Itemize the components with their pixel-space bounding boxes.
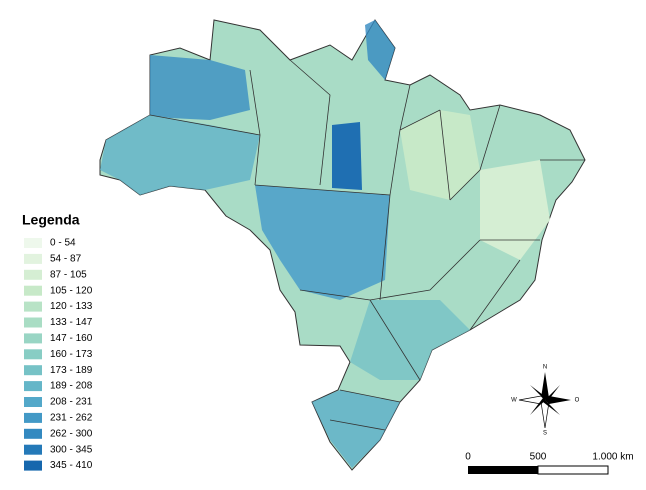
region-patch	[400, 110, 480, 200]
region-patch	[100, 115, 260, 195]
compass-east: O	[575, 398, 580, 404]
compass-south: S	[543, 431, 547, 437]
legend-label: 54 - 87	[50, 254, 82, 265]
legend-label: 173 - 189	[50, 365, 93, 376]
legend-label: 147 - 160	[50, 333, 93, 344]
region-patch	[332, 122, 362, 190]
legend-swatch	[24, 349, 42, 360]
legend-swatch	[24, 397, 42, 407]
brazil-map	[99, 19, 586, 471]
compass: N S W O	[511, 365, 580, 437]
legend-label: 160 - 173	[50, 349, 93, 360]
state-borders	[149, 59, 585, 431]
scale-segment	[537, 465, 609, 475]
legend-swatch	[24, 301, 42, 312]
compass-needle	[530, 398, 545, 415]
region-patch	[150, 55, 250, 120]
legend-swatch	[24, 333, 42, 344]
legend-swatch	[24, 460, 42, 471]
legend-label: 87 - 105	[50, 269, 87, 280]
legend-swatch	[24, 269, 42, 280]
scale-segment	[468, 466, 538, 474]
region-patch	[365, 20, 395, 80]
legend-swatch	[24, 285, 42, 296]
region-patch	[312, 390, 400, 468]
legend-swatch	[24, 381, 42, 392]
legend-label: 105 - 120	[50, 285, 93, 296]
legend-swatch	[24, 412, 42, 423]
legend: Legenda 0 - 54 54 - 87 87 - 105 105 - 120 12…	[22, 212, 93, 472]
scale-bar: 0 500 1.000 km	[465, 452, 634, 475]
legend-swatch	[24, 317, 42, 328]
legend-label: 208 - 231	[50, 397, 93, 408]
legend-swatch	[24, 444, 42, 455]
region-patch	[480, 160, 550, 260]
legend-swatch	[24, 365, 42, 376]
legend-swatch	[24, 238, 42, 248]
scale-label: 0	[465, 452, 471, 463]
legend-label: 189 - 208	[50, 381, 93, 392]
compass-needle	[541, 372, 549, 402]
compass-needle	[543, 400, 560, 415]
legend-swatch	[24, 253, 42, 264]
scale-label: 1.000 km	[592, 452, 633, 463]
legend-label: 133 - 147	[50, 317, 93, 328]
legend-label: 231 - 262	[50, 413, 93, 424]
scale-label: 500	[530, 452, 547, 463]
legend-label: 300 - 345	[50, 444, 93, 455]
compass-north: N	[543, 365, 547, 371]
region-patch	[350, 300, 470, 380]
legend-title: Legenda	[22, 212, 80, 228]
legend-label: 262 - 300	[50, 428, 93, 439]
compass-needle	[545, 385, 560, 402]
compass-needle	[530, 385, 547, 400]
legend-label: 345 - 410	[50, 460, 93, 471]
compass-needle	[545, 396, 571, 404]
compass-west: W	[511, 398, 517, 404]
legend-swatch	[24, 428, 42, 439]
region-patch	[255, 185, 390, 300]
legend-label: 0 - 54	[50, 238, 76, 249]
legend-label: 120 - 133	[50, 301, 93, 312]
